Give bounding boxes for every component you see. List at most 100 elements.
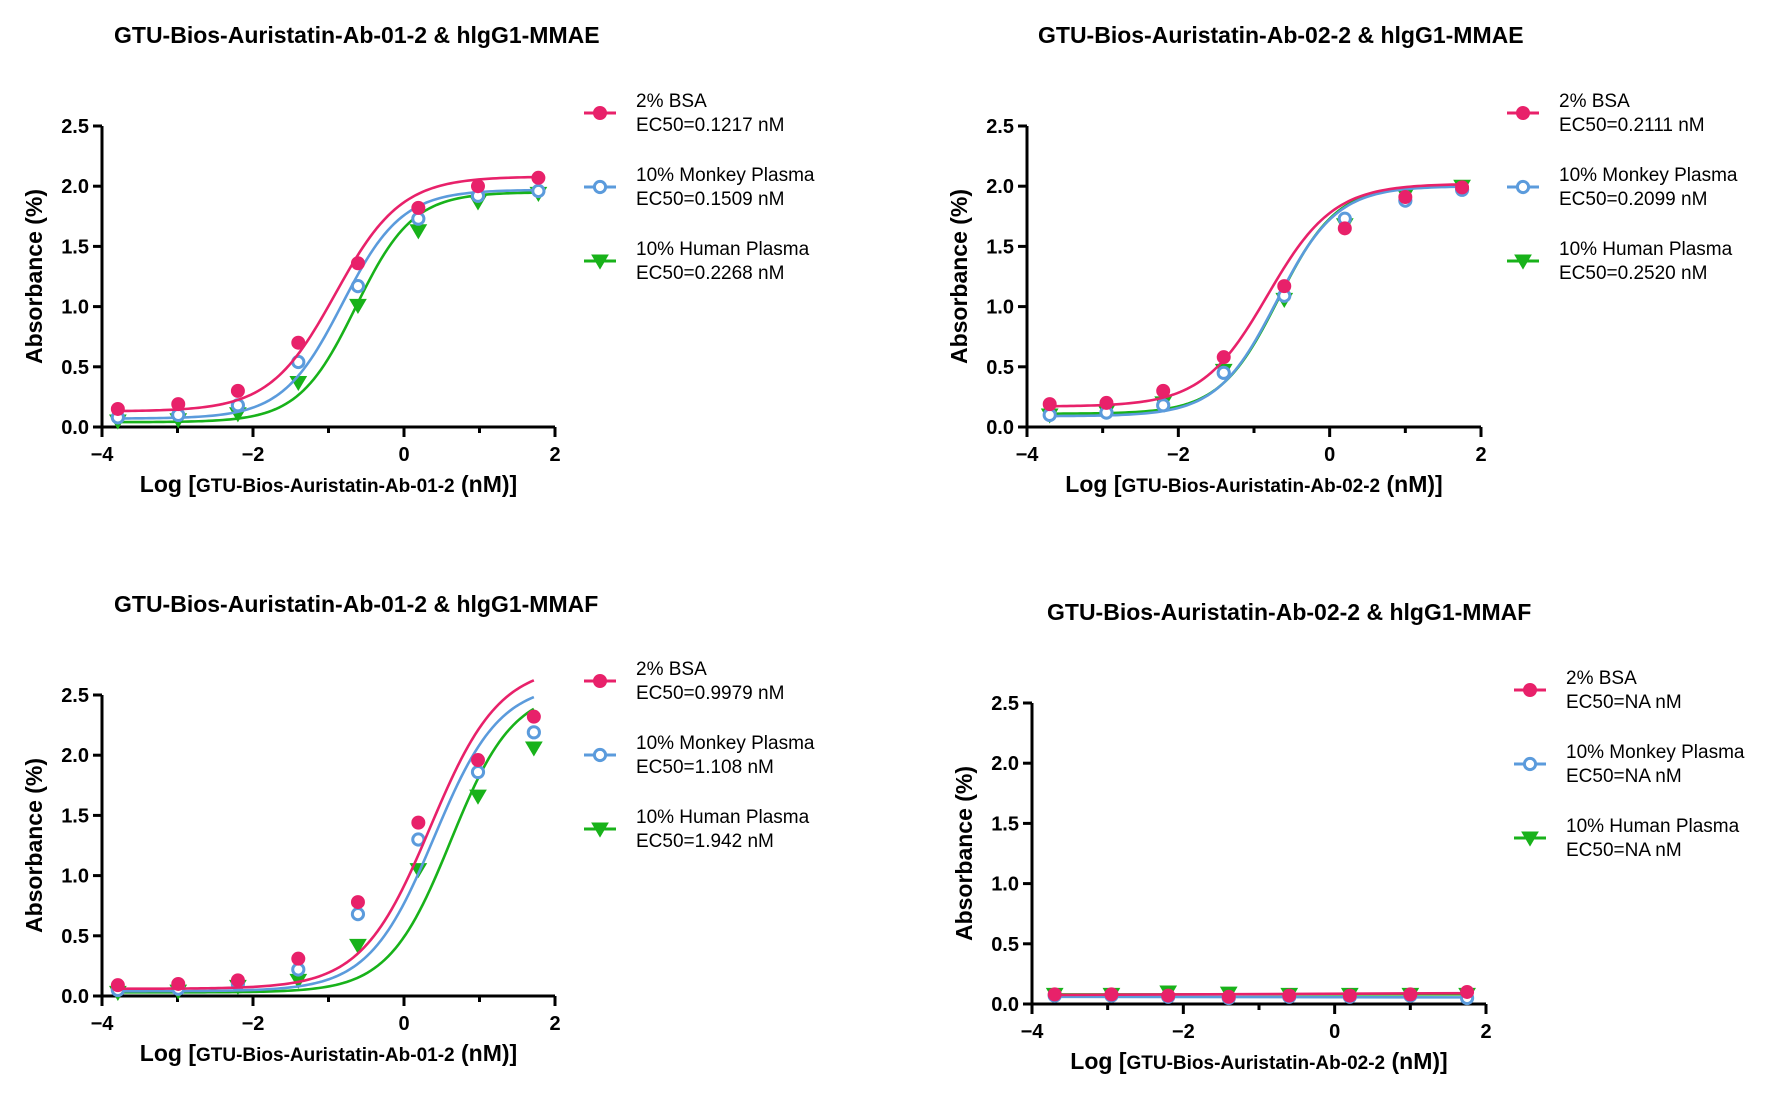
data-point <box>1047 987 1062 1002</box>
x-tick-label: −4 <box>1021 1021 1045 1043</box>
legend-ec50: EC50=0.1217 nM <box>636 115 784 136</box>
y-axis-title: Absorbance (%) <box>21 758 47 933</box>
y-tick-label: 0.5 <box>61 926 89 948</box>
legend-label: 2% BSA <box>1559 91 1630 112</box>
data-point <box>411 815 426 830</box>
data-point <box>350 256 365 271</box>
legend-label: 10% Monkey Plasma <box>636 733 815 754</box>
legend-label: 10% Human Plasma <box>1559 239 1733 260</box>
chart-2: GTU-Bios-Auristatin-Ab-02-2 & hlgG1-MMAE… <box>946 22 1738 497</box>
y-tick-label: 1.0 <box>986 297 1014 319</box>
data-point <box>469 789 487 805</box>
y-tick-label: 2.5 <box>991 693 1019 715</box>
x-axis-title: Log [GTU-Bios-Auristatin-Ab-01-2 (nM)] <box>140 471 517 497</box>
legend-marker <box>1515 179 1531 195</box>
x-tick-label: −4 <box>91 444 115 466</box>
x-tick-label: 0 <box>398 1013 409 1035</box>
legend-label: 2% BSA <box>636 659 707 680</box>
y-tick-label: 0.5 <box>991 934 1019 956</box>
chart-1: GTU-Bios-Auristatin-Ab-01-2 & hlgG1-MMAE… <box>21 22 815 497</box>
x-axis-title: Log [GTU-Bios-Auristatin-Ab-01-2 (nM)] <box>140 1040 517 1066</box>
series-10-human-plasma <box>108 707 543 1001</box>
legend-marker <box>593 106 607 120</box>
y-axis-title: Absorbance (%) <box>946 189 972 364</box>
y-tick-label: 0.0 <box>61 986 89 1008</box>
fit-curve <box>1054 991 1468 997</box>
data-point <box>230 383 245 398</box>
data-point <box>1403 987 1418 1002</box>
data-point <box>1460 984 1475 999</box>
legend-item: 10% Monkey Plasma EC50=1.108 nM <box>584 733 815 778</box>
legend-label: 10% Monkey Plasma <box>636 165 815 186</box>
y-axis-title: Absorbance (%) <box>951 766 977 941</box>
legend-ec50: EC50=0.2111 nM <box>1559 115 1705 136</box>
legend-marker <box>592 179 608 195</box>
chart-title: GTU-Bios-Auristatin-Ab-02-2 & hlgG1-MMAE <box>1038 22 1524 48</box>
legend-item: 10% Monkey Plasma EC50=NA nM <box>1514 742 1745 787</box>
fit-curve <box>1049 185 1463 418</box>
y-tick-label: 1.5 <box>61 805 89 827</box>
legend-label: 2% BSA <box>1566 668 1637 689</box>
legend-marker <box>1523 683 1537 697</box>
data-point <box>171 397 186 412</box>
x-tick-label: 0 <box>1324 444 1335 466</box>
data-point <box>1282 988 1297 1003</box>
y-tick-label: 0.0 <box>986 417 1014 439</box>
data-point <box>110 401 125 416</box>
data-point <box>110 978 125 993</box>
data-point <box>1221 989 1236 1004</box>
data-point <box>470 753 485 768</box>
data-point <box>1337 221 1352 236</box>
data-point <box>1099 395 1114 410</box>
series-2-bsa <box>1047 984 1475 1004</box>
data-point <box>531 183 546 199</box>
x-tick-label: −4 <box>91 1013 115 1035</box>
y-tick-label: 0.0 <box>991 994 1019 1016</box>
legend-label: 2% BSA <box>636 91 707 112</box>
chart-title: GTU-Bios-Auristatin-Ab-02-2 & hlgG1-MMAF <box>1047 599 1531 625</box>
fit-curve <box>1049 184 1463 415</box>
data-point <box>1398 190 1413 205</box>
data-point <box>409 224 428 240</box>
legend-item: 2% BSA EC50=0.1217 nM <box>584 91 784 136</box>
x-tick-label: 2 <box>549 444 560 466</box>
data-point <box>531 170 546 185</box>
legend-ec50: EC50=0.2099 nM <box>1559 189 1707 210</box>
fit-curve <box>117 695 535 993</box>
data-point <box>171 976 186 991</box>
y-tick-label: 1.0 <box>61 297 89 319</box>
data-point <box>350 907 366 922</box>
data-point <box>1156 398 1171 413</box>
legend-label: 10% Human Plasma <box>1566 816 1740 837</box>
legend-ec50: EC50=NA nM <box>1566 766 1682 787</box>
series-2-bsa <box>110 679 541 993</box>
x-tick-label: −2 <box>242 1013 265 1035</box>
x-tick-label: −2 <box>1167 444 1190 466</box>
legend-ec50: EC50=0.2520 nM <box>1559 263 1707 284</box>
x-tick-label: 2 <box>1475 444 1486 466</box>
data-point <box>1216 365 1231 380</box>
data-point <box>1042 397 1057 412</box>
legend-item: 10% Monkey Plasma EC50=0.2099 nM <box>1507 165 1738 210</box>
legend-marker <box>1521 831 1539 847</box>
data-point <box>1342 988 1357 1003</box>
data-point <box>1455 180 1470 195</box>
y-tick-label: 1.0 <box>991 874 1019 896</box>
legend-ec50: EC50=1.942 nM <box>636 831 774 852</box>
legend-item: 2% BSA EC50=0.2111 nM <box>1507 91 1705 136</box>
fit-curve <box>117 188 539 420</box>
data-point <box>349 298 367 314</box>
x-axis-title: Log [GTU-Bios-Auristatin-Ab-02-2 (nM)] <box>1070 1048 1447 1074</box>
chart-3: GTU-Bios-Auristatin-Ab-01-2 & hlgG1-MMAF… <box>21 591 815 1066</box>
x-axis-title: Log [GTU-Bios-Auristatin-Ab-02-2 (nM)] <box>1065 471 1442 497</box>
legend-item: 10% Monkey Plasma EC50=0.1509 nM <box>584 165 815 210</box>
legend-ec50: EC50=1.108 nM <box>636 757 774 778</box>
y-axis-title: Absorbance (%) <box>21 189 47 364</box>
data-point <box>291 335 306 350</box>
chart-title: GTU-Bios-Auristatin-Ab-01-2 & hlgG1-MMAF <box>114 591 598 617</box>
fit-curve <box>1054 995 1468 999</box>
chart-4: GTU-Bios-Auristatin-Ab-02-2 & hlgG1-MMAF… <box>951 599 1745 1074</box>
legend-ec50: EC50=NA nM <box>1566 692 1682 713</box>
data-point <box>1104 987 1119 1002</box>
